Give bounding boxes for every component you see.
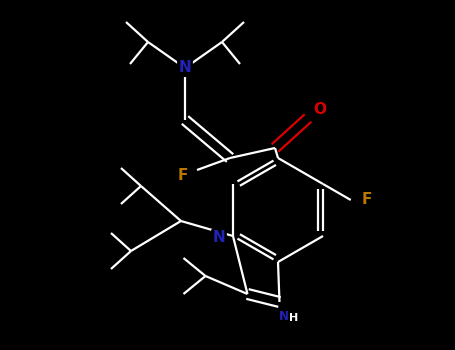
Text: F: F [362,193,372,208]
Text: H: H [289,313,298,323]
Text: N: N [212,231,225,245]
Text: N: N [179,61,192,76]
Text: F: F [178,168,188,182]
Text: N: N [279,309,290,322]
Text: O: O [313,103,327,118]
